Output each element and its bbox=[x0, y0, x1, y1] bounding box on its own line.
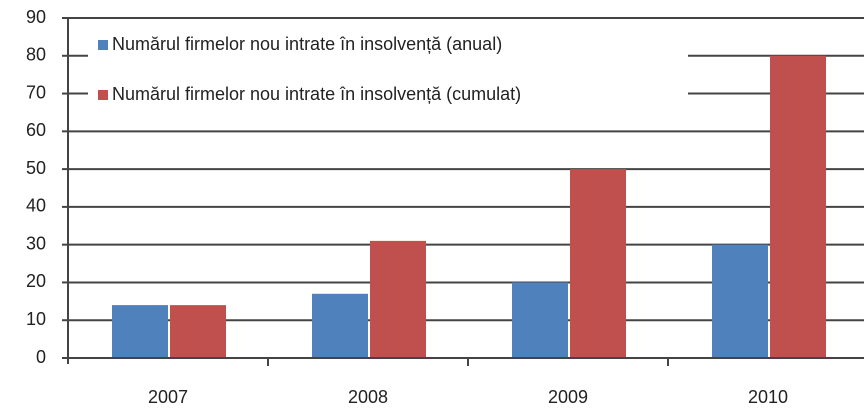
x-tick-label: 2008 bbox=[348, 387, 388, 407]
bar bbox=[570, 169, 626, 358]
legend-label: Numărul firmelor nou intrate în insolven… bbox=[112, 84, 521, 104]
legend-background bbox=[88, 30, 688, 60]
bar bbox=[712, 244, 768, 358]
y-tick-label: 0 bbox=[36, 347, 46, 367]
y-tick-label: 90 bbox=[26, 7, 46, 27]
legend-swatch bbox=[98, 90, 108, 100]
legend-swatch bbox=[98, 40, 108, 50]
y-tick-label: 50 bbox=[26, 158, 46, 178]
bar bbox=[770, 55, 826, 359]
bar bbox=[170, 305, 226, 358]
bar bbox=[312, 293, 368, 358]
legend-background bbox=[88, 80, 688, 110]
bar bbox=[112, 305, 168, 358]
y-tick-label: 20 bbox=[26, 271, 46, 291]
y-tick-label: 60 bbox=[26, 120, 46, 140]
y-tick-label: 80 bbox=[26, 45, 46, 65]
x-tick-label: 2007 bbox=[148, 387, 188, 407]
y-tick-label: 30 bbox=[26, 233, 46, 253]
y-tick-label: 70 bbox=[26, 82, 46, 102]
y-tick-label: 10 bbox=[26, 309, 46, 329]
y-tick-label: 40 bbox=[26, 196, 46, 216]
x-tick-label: 2010 bbox=[748, 387, 788, 407]
bar bbox=[512, 282, 568, 358]
x-tick-label: 2009 bbox=[548, 387, 588, 407]
legend-label: Numărul firmelor nou intrate în insolven… bbox=[112, 34, 502, 54]
bar bbox=[370, 240, 426, 358]
